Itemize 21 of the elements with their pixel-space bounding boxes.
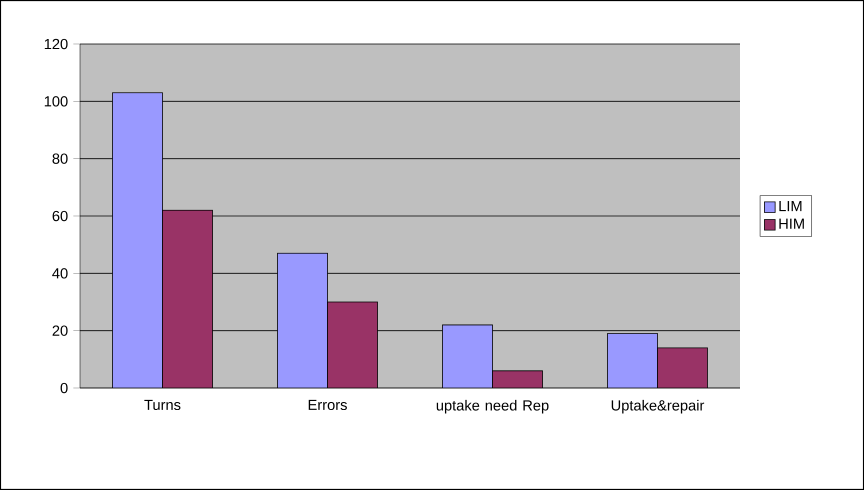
bar xyxy=(112,92,163,388)
x-tick-label: Uptake&repair xyxy=(612,400,704,414)
y-tick-label: 100 xyxy=(44,96,68,107)
x-tick-label: Turns xyxy=(144,400,180,410)
y-tick-label: 40 xyxy=(52,268,68,279)
y-tick-label: 80 xyxy=(52,153,68,164)
x-tick-label: uptake need Rep xyxy=(436,400,549,414)
bar xyxy=(162,210,213,388)
x-tick-label: Errors xyxy=(308,400,347,410)
bar xyxy=(607,333,658,388)
bar xyxy=(442,324,493,388)
y-tick-label: 120 xyxy=(44,38,68,50)
y-tick-label: 60 xyxy=(52,210,68,222)
legend-label: HIM xyxy=(779,218,804,229)
y-tick-label: 20 xyxy=(52,325,68,336)
legend-label: LIM xyxy=(779,201,802,212)
bar xyxy=(277,252,328,388)
bar xyxy=(657,347,708,388)
bar xyxy=(492,370,543,388)
bar xyxy=(327,302,378,388)
y-tick-label: 0 xyxy=(60,382,68,394)
